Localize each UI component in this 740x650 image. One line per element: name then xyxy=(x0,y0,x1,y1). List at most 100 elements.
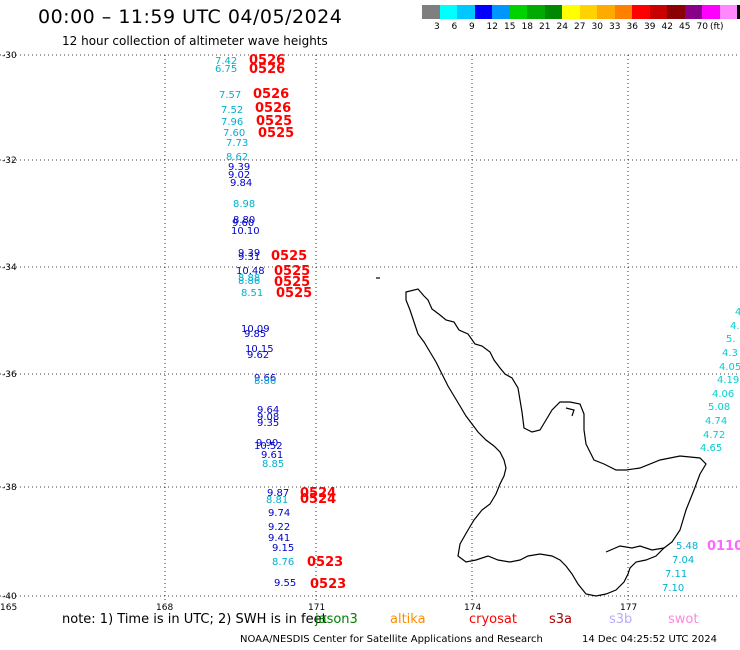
wave-height-label: 10.15 xyxy=(245,344,274,355)
wave-height-label: 9.87 xyxy=(267,488,289,499)
wave-height-label: 9.41 xyxy=(268,533,290,544)
wave-height-observations: 7.42 0526 6.75 0526 7.57 0526 7.52 0526 7.96 0525… xyxy=(215,53,740,594)
pass-time-label: 0525 xyxy=(271,249,307,264)
wave-height-label: 4.05 xyxy=(719,362,740,373)
footer-note: note: 1) Time is in UTC; 2) SWH is in fe… xyxy=(62,612,327,627)
legend-tick-label: 45 xyxy=(679,22,691,32)
wave-height-label: 7.57 xyxy=(219,90,241,101)
wave-height-label: 7.04 xyxy=(672,555,694,566)
legend-swatch xyxy=(649,5,667,19)
map-title: 00:00 – 11:59 UTC 04/05/2024 xyxy=(38,6,343,28)
legend-swatch xyxy=(737,5,740,19)
satellite-label-jason3: jason3 xyxy=(315,612,358,627)
satellite-label-swot: swot xyxy=(668,612,699,627)
wave-height-label: 9.62 xyxy=(247,350,269,361)
legend-tick-label: 12 xyxy=(486,22,498,32)
pass-time-label: 0526 xyxy=(253,87,289,102)
wave-height-label: 8.76 xyxy=(272,557,294,568)
wave-height-label: 9.35 xyxy=(257,418,279,429)
coastline xyxy=(376,277,707,597)
wave-height-label: 4.65 xyxy=(700,443,722,454)
legend-swatch xyxy=(457,5,475,19)
legend-tick-label: 30 xyxy=(591,22,603,32)
latitude-label: -34 xyxy=(2,263,17,273)
legend-swatch xyxy=(632,5,650,19)
pass-time-label: 0526 xyxy=(249,53,285,68)
wave-height-label: 10.09 xyxy=(241,324,270,335)
legend-tick-label: 36 xyxy=(626,22,638,32)
longitude-label: 174 xyxy=(464,603,481,613)
wave-height-label: 9.64 xyxy=(257,405,279,416)
longitude-label: 168 xyxy=(156,603,173,613)
graticule xyxy=(0,54,740,600)
wave-height-label: 9.85 xyxy=(244,329,266,340)
wave-height-label: 5.48 xyxy=(676,541,698,552)
latitude-label: -30 xyxy=(2,51,17,61)
generated-timestamp: 14 Dec 04:25:52 UTC 2024 xyxy=(582,634,717,645)
legend-tick-label: 15 xyxy=(504,22,516,32)
legend-swatch xyxy=(562,5,580,19)
pass-time-label: 0525 xyxy=(276,286,312,301)
pass-time-label: 0110 xyxy=(707,539,740,554)
credit-text: NOAA/NESDIS Center for Satellite Applica… xyxy=(240,634,543,645)
legend-tick-label: 33 xyxy=(609,22,621,32)
pass-time-label: 0525 xyxy=(258,126,294,141)
legend-swatch xyxy=(597,5,615,19)
color-scale-legend xyxy=(422,5,740,19)
longitude-label: 165 xyxy=(0,603,17,613)
legend-swatch xyxy=(719,5,737,19)
legend-swatch xyxy=(544,5,562,19)
wave-height-label: 8.80 xyxy=(233,215,255,226)
wave-height-label: 7.96 xyxy=(221,117,243,128)
wave-height-label: 10.48 xyxy=(236,266,265,277)
legend-swatch xyxy=(702,5,720,19)
wave-height-label: 9.90 xyxy=(256,438,278,449)
wave-height-label: 9.02 xyxy=(228,170,250,181)
wave-height-label: 9.60 xyxy=(232,218,254,229)
wave-height-label: 9.55 xyxy=(274,578,296,589)
wave-height-label: 9.31 xyxy=(238,252,260,263)
legend-tick-label: 24 xyxy=(556,22,568,32)
legend-swatch xyxy=(527,5,545,19)
wave-height-label: 8.88 xyxy=(238,273,260,284)
latitude-label: -36 xyxy=(2,370,17,380)
wave-height-label: 6.75 xyxy=(215,64,237,75)
legend-tick-label: 27 xyxy=(574,22,586,32)
wave-height-label: 8.62 xyxy=(226,152,248,163)
wave-height-label: 4. xyxy=(735,307,740,318)
wave-height-label: 4.19 xyxy=(717,375,739,386)
wave-height-label: 7.60 xyxy=(223,128,245,139)
wave-height-label: 9.22 xyxy=(268,522,290,533)
satellite-label-cryosat: cryosat xyxy=(469,612,517,627)
latitude-label: -38 xyxy=(2,483,17,493)
pass-time-label: 0524 xyxy=(300,492,336,507)
pass-time-label: 0525 xyxy=(274,264,310,279)
wave-height-label: 4.06 xyxy=(712,389,734,400)
longitude-labels: 165 168 171 174 177 xyxy=(0,603,637,613)
legend-tick-label: 39 xyxy=(644,22,656,32)
wave-height-label: 8.85 xyxy=(262,459,284,470)
legend-swatch xyxy=(509,5,527,19)
pass-time-label: 0523 xyxy=(310,577,346,592)
wave-height-label: 9.08 xyxy=(257,412,279,423)
satellite-label-s3a: s3a xyxy=(549,612,573,627)
legend-swatch xyxy=(422,5,440,19)
wave-height-label: 5.08 xyxy=(708,402,730,413)
latitude-label: -40 xyxy=(2,592,17,602)
wave-height-label: 7.52 xyxy=(221,105,243,116)
legend-tick-label: 42 xyxy=(661,22,673,32)
wave-height-label: 5. xyxy=(726,334,736,345)
pass-time-label: 0525 xyxy=(256,114,292,129)
wave-height-label: 4.74 xyxy=(705,416,727,427)
legend-swatch xyxy=(474,5,492,19)
wave-height-label: 7.11 xyxy=(665,569,687,580)
map-subtitle: 12 hour collection of altimeter wave hei… xyxy=(62,34,328,48)
legend-swatch xyxy=(439,5,457,19)
pass-time-label: 0525 xyxy=(274,275,310,290)
color-scale-ticks: 3 6 9 12 15 18 21 24 27 30 33 36 39 42 45 70 xyxy=(422,22,740,34)
legend-tick-label: 9 xyxy=(469,22,475,32)
pass-time-label: 0523 xyxy=(307,555,343,570)
wave-height-label: 10.52 xyxy=(254,441,283,452)
satellite-label-s3b: s3b xyxy=(609,612,633,627)
